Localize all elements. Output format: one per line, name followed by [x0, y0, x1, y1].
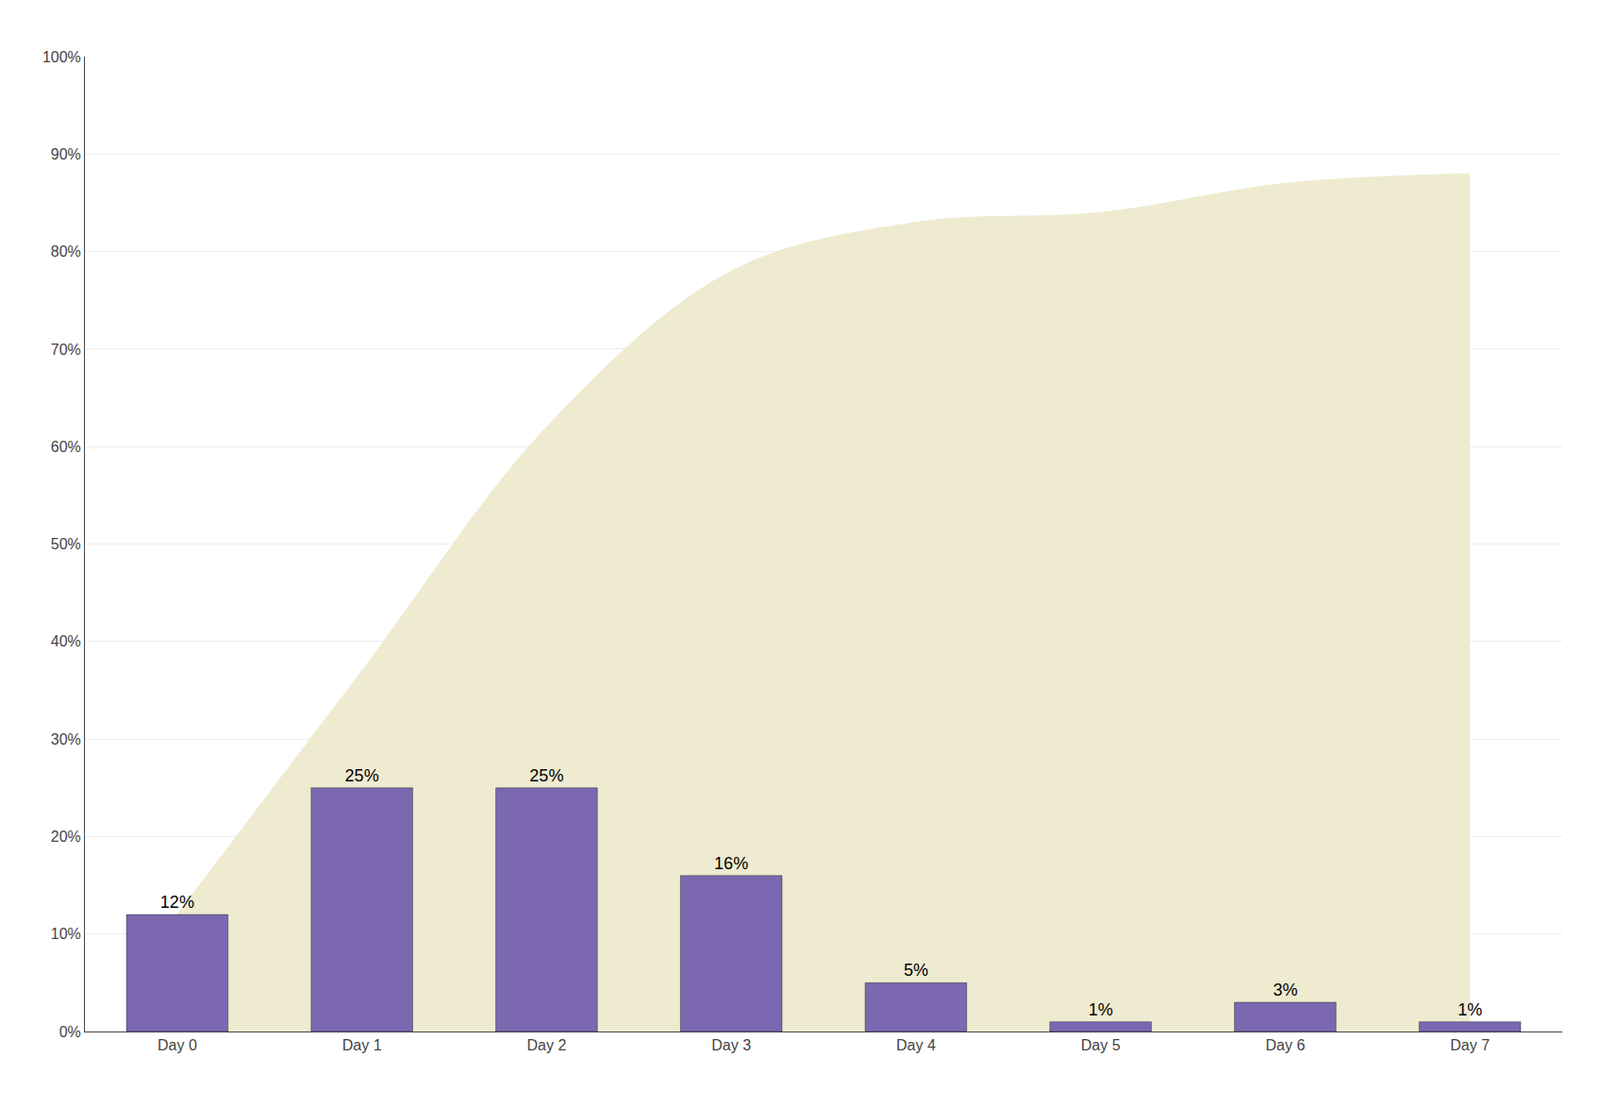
- svg-text:40%: 40%: [50, 633, 82, 650]
- svg-text:60%: 60%: [50, 438, 82, 455]
- svg-text:16%: 16%: [714, 853, 749, 873]
- svg-text:25%: 25%: [529, 766, 564, 785]
- svg-text:3%: 3%: [1272, 980, 1298, 1000]
- svg-text:30%: 30%: [50, 731, 82, 748]
- svg-text:1%: 1%: [1088, 1000, 1114, 1019]
- svg-text:0%: 0%: [59, 1023, 82, 1040]
- svg-text:1%: 1%: [1457, 1000, 1483, 1019]
- svg-text:90%: 90%: [50, 146, 82, 163]
- svg-text:Day 2: Day 2: [526, 1036, 567, 1053]
- svg-text:25%: 25%: [345, 766, 380, 785]
- svg-text:Day 5: Day 5: [1081, 1036, 1121, 1053]
- svg-text:Day 7: Day 7: [1450, 1036, 1490, 1053]
- svg-text:Day 6: Day 6: [1265, 1036, 1305, 1053]
- svg-text:Day 4: Day 4: [896, 1036, 936, 1053]
- svg-text:Day 0: Day 0: [157, 1036, 198, 1053]
- svg-text:80%: 80%: [50, 243, 82, 260]
- svg-text:70%: 70%: [50, 341, 82, 358]
- svg-text:12%: 12%: [160, 892, 195, 912]
- svg-text:20%: 20%: [50, 828, 82, 845]
- svg-text:10%: 10%: [50, 925, 82, 942]
- svg-text:Day 1: Day 1: [342, 1036, 383, 1053]
- svg-text:5%: 5%: [903, 960, 929, 980]
- svg-text:50%: 50%: [50, 535, 82, 552]
- svg-text:Day 3: Day 3: [711, 1036, 751, 1053]
- svg-text:100%: 100%: [42, 49, 82, 66]
